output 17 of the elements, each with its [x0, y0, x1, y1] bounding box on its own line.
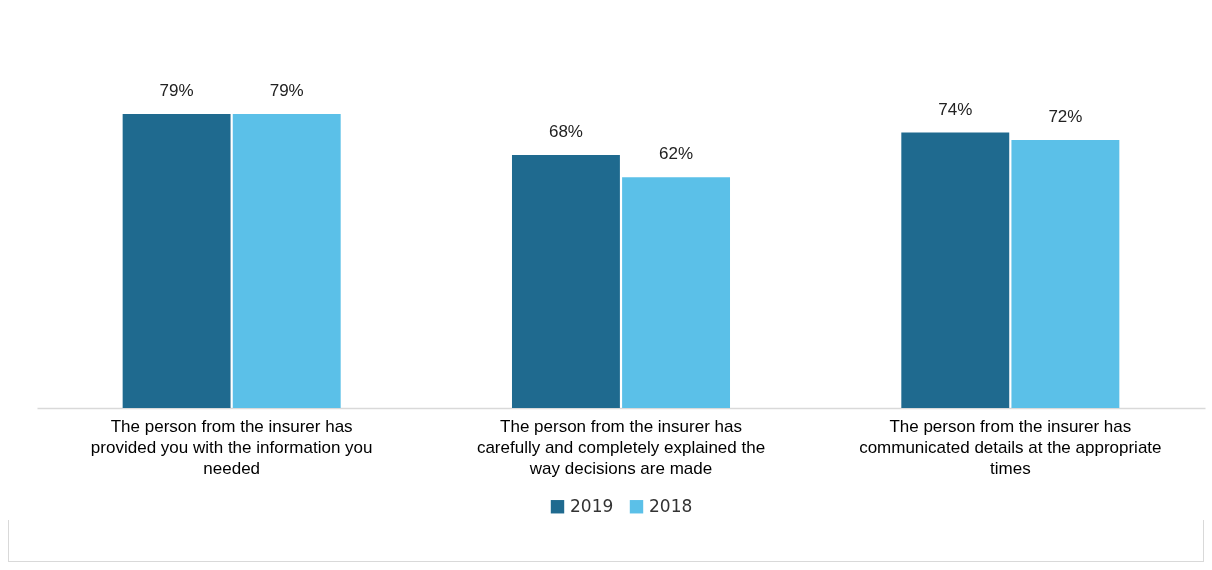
data-label: 72% — [1048, 107, 1083, 127]
data-label: 62% — [659, 144, 694, 164]
bar — [901, 132, 1010, 408]
bar — [122, 114, 231, 408]
x-tick-label: The person from the insurer has carefully and completely explained the way decisions are made — [476, 416, 766, 478]
bar — [622, 177, 731, 408]
bar — [1011, 140, 1120, 408]
data-label: 79% — [159, 81, 194, 100]
x-tick-label: The person from the insurer has communicated details at the appropriate times — [859, 416, 1162, 478]
legend-label: 2018 — [649, 495, 693, 516]
bar — [232, 114, 341, 408]
data-label: 79% — [269, 81, 304, 100]
x-tick-label: The person from the insurer has provided you with the information you needed — [90, 416, 373, 478]
bar — [511, 154, 620, 408]
legend-label: 2019 — [570, 495, 614, 516]
data-label: 74% — [938, 99, 973, 119]
data-label: 68% — [548, 121, 583, 141]
